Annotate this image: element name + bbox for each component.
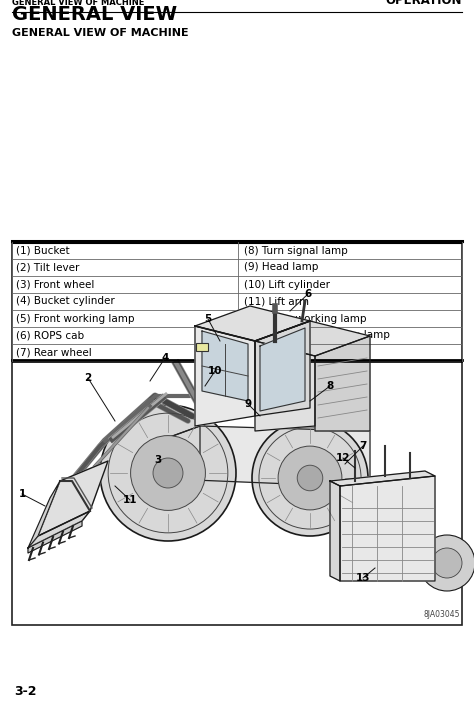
Polygon shape bbox=[330, 471, 435, 486]
Text: (1) Bucket: (1) Bucket bbox=[16, 245, 70, 256]
Text: (11) Lift arm: (11) Lift arm bbox=[244, 296, 309, 306]
Polygon shape bbox=[145, 426, 200, 478]
Text: GENERAL VIEW OF MACHINE: GENERAL VIEW OF MACHINE bbox=[12, 28, 189, 38]
Text: (3) Front wheel: (3) Front wheel bbox=[16, 280, 94, 290]
Circle shape bbox=[153, 458, 183, 488]
Circle shape bbox=[252, 420, 368, 536]
Circle shape bbox=[297, 465, 323, 491]
Text: 8: 8 bbox=[327, 381, 334, 391]
Text: (7) Rear wheel: (7) Rear wheel bbox=[16, 348, 92, 357]
Circle shape bbox=[278, 446, 342, 510]
Circle shape bbox=[432, 548, 462, 578]
Polygon shape bbox=[255, 321, 310, 416]
Polygon shape bbox=[195, 326, 255, 426]
Text: 3: 3 bbox=[155, 455, 162, 465]
Polygon shape bbox=[255, 321, 370, 356]
Text: (5) Front working lamp: (5) Front working lamp bbox=[16, 314, 135, 324]
Text: (8) Turn signal lamp: (8) Turn signal lamp bbox=[244, 245, 348, 256]
Text: (6) ROPS cab: (6) ROPS cab bbox=[16, 330, 84, 340]
Polygon shape bbox=[330, 481, 340, 581]
Circle shape bbox=[419, 535, 474, 591]
Polygon shape bbox=[255, 341, 315, 431]
Text: (4) Bucket cylinder: (4) Bucket cylinder bbox=[16, 296, 115, 306]
Text: OPERATION: OPERATION bbox=[385, 0, 462, 7]
Text: 13: 13 bbox=[356, 573, 370, 583]
Text: 1: 1 bbox=[18, 489, 26, 499]
Polygon shape bbox=[38, 461, 108, 536]
Circle shape bbox=[131, 436, 205, 510]
Text: 3-2: 3-2 bbox=[14, 685, 36, 698]
Text: (13) Rear combination lamp: (13) Rear combination lamp bbox=[244, 330, 390, 340]
Polygon shape bbox=[260, 328, 305, 411]
Text: 8JA03045: 8JA03045 bbox=[423, 610, 460, 619]
Polygon shape bbox=[28, 521, 82, 553]
Text: GENERAL VIEW OF MACHINE: GENERAL VIEW OF MACHINE bbox=[12, 0, 145, 7]
Polygon shape bbox=[195, 306, 310, 341]
Text: 7: 7 bbox=[359, 441, 367, 451]
Text: 5: 5 bbox=[204, 314, 211, 324]
Text: (2) Tilt lever: (2) Tilt lever bbox=[16, 263, 79, 272]
Text: (12) Rear working lamp: (12) Rear working lamp bbox=[244, 314, 366, 324]
Text: GENERAL VIEW: GENERAL VIEW bbox=[12, 5, 177, 24]
Text: 2: 2 bbox=[84, 373, 91, 383]
Text: 9: 9 bbox=[245, 399, 252, 409]
Polygon shape bbox=[340, 476, 435, 581]
Bar bbox=[12, 241, 462, 625]
Text: (10) Lift cylinder: (10) Lift cylinder bbox=[244, 280, 330, 290]
Text: 4: 4 bbox=[161, 353, 169, 363]
Polygon shape bbox=[315, 336, 370, 431]
Polygon shape bbox=[202, 331, 248, 401]
Text: 6: 6 bbox=[304, 289, 311, 299]
Polygon shape bbox=[145, 426, 370, 486]
Text: 10: 10 bbox=[208, 366, 222, 376]
Text: 12: 12 bbox=[336, 453, 350, 463]
Text: (9) Head lamp: (9) Head lamp bbox=[244, 263, 319, 272]
Text: 11: 11 bbox=[123, 495, 137, 505]
Polygon shape bbox=[28, 481, 60, 548]
Bar bbox=[196, 343, 208, 351]
Circle shape bbox=[100, 405, 236, 541]
Polygon shape bbox=[28, 511, 90, 548]
